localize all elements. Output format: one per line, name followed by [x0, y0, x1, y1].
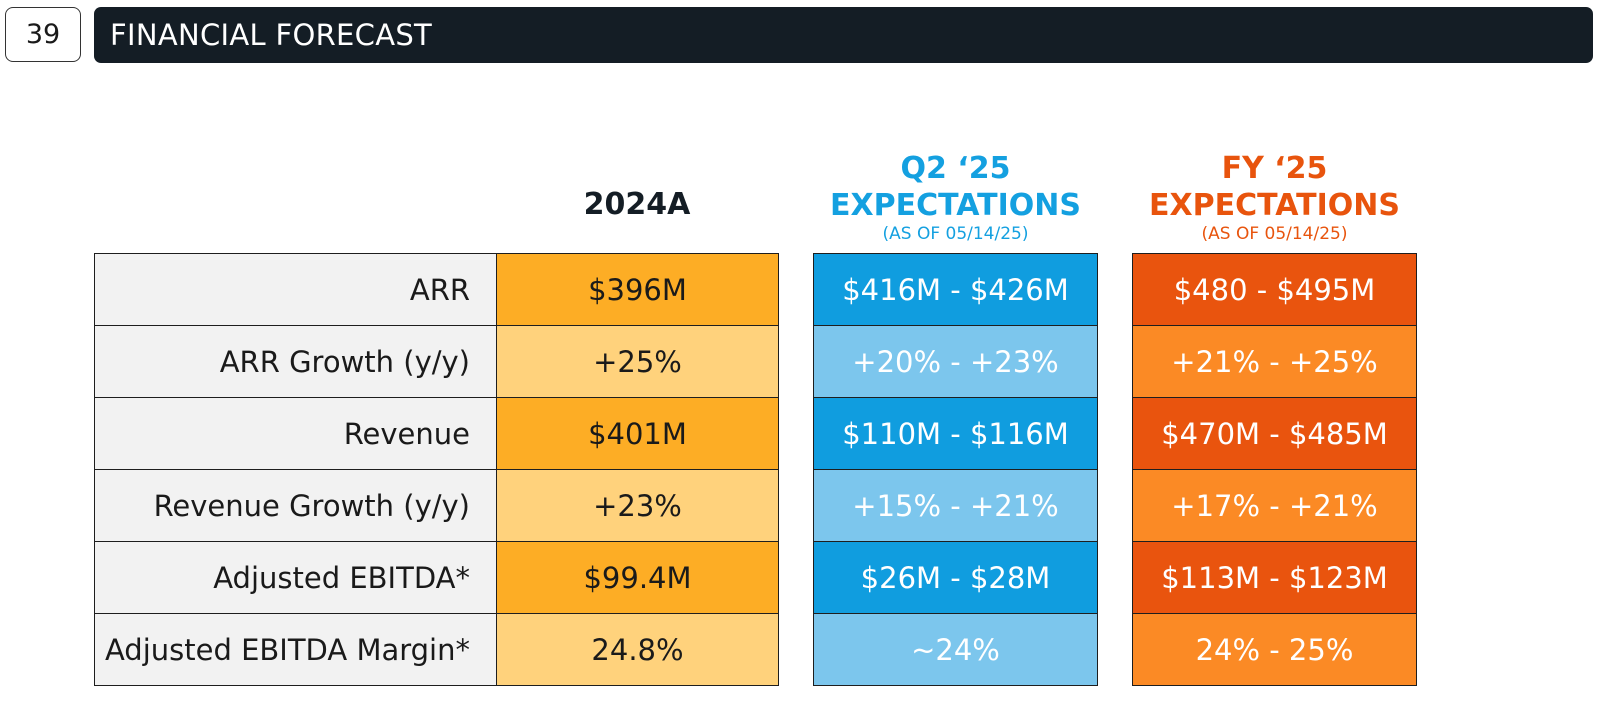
- actual-value: $396M: [496, 253, 779, 326]
- fy-heading-note: (AS OF 05/14/25): [1201, 224, 1348, 244]
- table-row: $416M - $426M: [813, 253, 1098, 326]
- column-header-fy: FY ‘25 EXPECTATIONS (AS OF 05/14/25): [1127, 150, 1422, 244]
- actual-value: +23%: [496, 469, 779, 542]
- table-row: $110M - $116M: [813, 397, 1098, 470]
- q2-value: $26M - $28M: [813, 541, 1098, 614]
- actuals-table: ARR $396M ARR Growth (y/y) +25% Revenue …: [94, 253, 779, 686]
- fy-value: $480 - $495M: [1132, 253, 1417, 326]
- table-row: $480 - $495M: [1132, 253, 1417, 326]
- table-row: +17% - +21%: [1132, 469, 1417, 542]
- table-row: $470M - $485M: [1132, 397, 1417, 470]
- slide-title: FINANCIAL FORECAST: [110, 18, 433, 52]
- fy-value: +17% - +21%: [1132, 469, 1417, 542]
- actual-value: $401M: [496, 397, 779, 470]
- table-row: $26M - $28M: [813, 541, 1098, 614]
- table-row: $113M - $123M: [1132, 541, 1417, 614]
- q2-value: +20% - +23%: [813, 325, 1098, 398]
- table-row: Revenue Growth (y/y) +23%: [94, 469, 779, 542]
- page-number: 39: [5, 7, 81, 62]
- metric-label: Adjusted EBITDA*: [94, 541, 497, 614]
- fy-value: $470M - $485M: [1132, 397, 1417, 470]
- table-row: Adjusted EBITDA Margin* 24.8%: [94, 613, 779, 686]
- column-heading-2024a: 2024A: [583, 187, 691, 222]
- table-row: ARR $396M: [94, 253, 779, 326]
- metric-label: Adjusted EBITDA Margin*: [94, 613, 497, 686]
- fy-value: 24% - 25%: [1132, 613, 1417, 686]
- table-row: +21% - +25%: [1132, 325, 1417, 398]
- column-header-2024a: 2024A: [496, 186, 778, 223]
- table-row: ARR Growth (y/y) +25%: [94, 325, 779, 398]
- table-row: 24% - 25%: [1132, 613, 1417, 686]
- metric-label: Revenue: [94, 397, 497, 470]
- title-bar: FINANCIAL FORECAST: [94, 7, 1593, 63]
- fy-heading-line2: EXPECTATIONS: [1149, 188, 1400, 223]
- q2-value: ~24%: [813, 613, 1098, 686]
- q2-heading-line2: EXPECTATIONS: [830, 188, 1081, 223]
- q2-value: $416M - $426M: [813, 253, 1098, 326]
- metric-label: ARR Growth (y/y): [94, 325, 497, 398]
- q2-value: $110M - $116M: [813, 397, 1098, 470]
- table-row: ~24%: [813, 613, 1098, 686]
- q2-expectations-table: $416M - $426M +20% - +23% $110M - $116M …: [813, 253, 1098, 686]
- actual-value: $99.4M: [496, 541, 779, 614]
- metric-label: Revenue Growth (y/y): [94, 469, 497, 542]
- table-row: +15% - +21%: [813, 469, 1098, 542]
- table-row: Revenue $401M: [94, 397, 779, 470]
- metric-label: ARR: [94, 253, 497, 326]
- fy-value: +21% - +25%: [1132, 325, 1417, 398]
- fy-expectations-table: $480 - $495M +21% - +25% $470M - $485M +…: [1132, 253, 1417, 686]
- column-header-q2: Q2 ‘25 EXPECTATIONS (AS OF 05/14/25): [808, 150, 1103, 244]
- actual-value: 24.8%: [496, 613, 779, 686]
- q2-value: +15% - +21%: [813, 469, 1098, 542]
- fy-heading-line1: FY ‘25: [1221, 151, 1328, 186]
- fy-value: $113M - $123M: [1132, 541, 1417, 614]
- table-row: +20% - +23%: [813, 325, 1098, 398]
- q2-heading-line1: Q2 ‘25: [900, 151, 1011, 186]
- actual-value: +25%: [496, 325, 779, 398]
- table-row: Adjusted EBITDA* $99.4M: [94, 541, 779, 614]
- q2-heading-note: (AS OF 05/14/25): [882, 224, 1029, 244]
